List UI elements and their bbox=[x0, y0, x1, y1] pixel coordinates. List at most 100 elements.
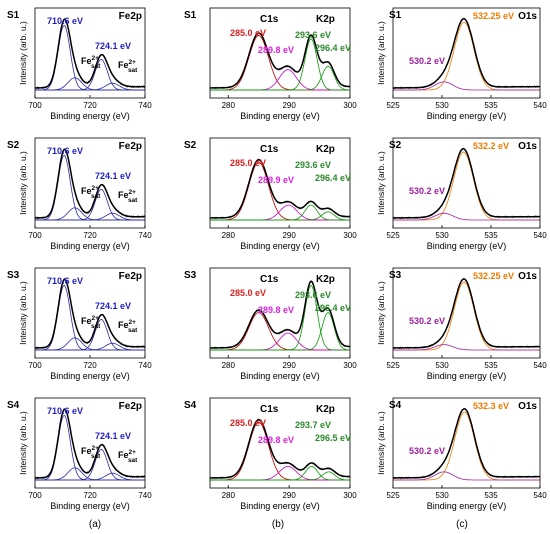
x-tick-label: 525 bbox=[386, 491, 400, 500]
component-curve bbox=[210, 471, 350, 481]
peak-label: 296.4 eV bbox=[315, 173, 351, 183]
core-level-label-2: K2p bbox=[316, 404, 335, 415]
peak-label: 293.7 eV bbox=[295, 420, 331, 430]
x-tick-label: 290 bbox=[282, 231, 296, 240]
peak-label: 296.4 eV bbox=[315, 303, 351, 313]
raw-data-line bbox=[34, 407, 146, 480]
fit-envelope-line bbox=[393, 278, 540, 349]
satellite-sub: sat bbox=[91, 63, 101, 70]
x-tick-label: 540 bbox=[533, 101, 547, 110]
x-axis-label: Binding energy (eV) bbox=[240, 371, 320, 381]
satellite-sup: 2+ bbox=[92, 185, 100, 192]
satellite-label: Fe2+ sat bbox=[81, 55, 101, 70]
peak-label: 530.2 eV bbox=[409, 316, 445, 326]
component-curve bbox=[393, 81, 540, 91]
x-tick-label: 535 bbox=[484, 361, 498, 370]
panel-s3-c1s: 280 290 300 Binding energy (eV) S3 C1s K2p 285.… bbox=[184, 267, 357, 381]
x-tick-label: 290 bbox=[282, 101, 296, 110]
fit-envelope-line bbox=[393, 18, 540, 89]
x-axis-label: Binding energy (eV) bbox=[240, 111, 320, 121]
plot-frame bbox=[392, 267, 541, 359]
satellite-sub: sat bbox=[128, 457, 138, 464]
sample-label: S2 bbox=[184, 140, 197, 151]
x-tick-label: 535 bbox=[484, 101, 498, 110]
satellite-sup: 2+ bbox=[129, 449, 137, 456]
column-label: (c) bbox=[456, 519, 468, 530]
fit-envelope-line bbox=[34, 148, 145, 219]
x-tick-label: 525 bbox=[386, 361, 400, 370]
satellite-label: Fe2+ sat bbox=[118, 449, 138, 464]
raw-data-line bbox=[209, 31, 351, 90]
plot-frame bbox=[209, 137, 351, 229]
x-tick-label: 535 bbox=[484, 491, 498, 500]
peak-label: 289.8 eV bbox=[258, 45, 294, 55]
component-curve bbox=[35, 212, 145, 221]
y-axis-label: Intensity (arb. u.) bbox=[18, 151, 28, 215]
satellite-label: Fe2+ sat bbox=[81, 315, 101, 330]
satellite-base: Fe bbox=[81, 186, 92, 196]
component-curve bbox=[210, 312, 350, 351]
plot-frame bbox=[209, 267, 351, 359]
core-level-label: Fe2p bbox=[119, 141, 142, 152]
raw-data-line bbox=[34, 17, 146, 90]
panel-s1-o1s: 525 530 535 540 Binding energy (eV) Intensity… bbox=[376, 7, 547, 121]
x-tick-label: 540 bbox=[533, 361, 547, 370]
satellite-sup: 2+ bbox=[129, 189, 137, 196]
x-tick-label: 720 bbox=[83, 101, 97, 110]
peak-label: 724.1 eV bbox=[95, 431, 131, 441]
x-axis-label: Binding energy (eV) bbox=[50, 241, 130, 251]
satellite-sup: 2+ bbox=[92, 315, 100, 322]
component-curve bbox=[393, 212, 540, 221]
satellite-label: Fe2+ sat bbox=[81, 445, 101, 460]
plot-frame bbox=[392, 137, 541, 229]
x-tick-label: 700 bbox=[28, 101, 42, 110]
satellite-base: Fe bbox=[118, 190, 129, 200]
satellite-sup: 2+ bbox=[129, 319, 137, 326]
x-tick-label: 740 bbox=[138, 361, 152, 370]
x-tick-label: 300 bbox=[343, 491, 357, 500]
sample-label: S1 bbox=[184, 10, 197, 21]
x-axis-label: Binding energy (eV) bbox=[427, 371, 507, 381]
x-tick-label: 700 bbox=[28, 491, 42, 500]
x-tick-label: 700 bbox=[28, 231, 42, 240]
raw-data-line bbox=[392, 408, 541, 480]
satellite-base: Fe bbox=[81, 316, 92, 326]
fit-envelope-line bbox=[209, 418, 350, 479]
plot-frame bbox=[392, 7, 541, 99]
x-tick-label: 740 bbox=[138, 101, 152, 110]
panel-s2-fe2p: 700 720 740 Binding energy (eV) Intensity (a… bbox=[7, 137, 152, 251]
satellite-label: Fe2+ sat bbox=[118, 189, 138, 204]
peak-label: 285.0 eV bbox=[230, 158, 266, 168]
core-level-label: O1s bbox=[518, 271, 537, 282]
raw-data-line bbox=[34, 277, 146, 350]
x-tick-label: 280 bbox=[222, 101, 236, 110]
peak-label: 724.1 eV bbox=[95, 41, 131, 51]
panel-s4-o1s: 525 530 535 540 Binding energy (eV) Intensity… bbox=[376, 397, 547, 511]
fit-envelope-line bbox=[34, 18, 145, 89]
x-axis-label: Binding energy (eV) bbox=[427, 111, 507, 121]
satellite-base: Fe bbox=[81, 446, 92, 456]
column-label: (a) bbox=[89, 519, 101, 530]
satellite-base: Fe bbox=[81, 56, 92, 66]
peak-label: 724.1 eV bbox=[95, 171, 131, 181]
x-tick-label: 300 bbox=[343, 101, 357, 110]
peak-label: 293.6 eV bbox=[295, 290, 331, 300]
core-level-label: C1s bbox=[260, 274, 279, 285]
y-axis-label: Intensity (arb. u.) bbox=[376, 21, 386, 85]
x-tick-label: 290 bbox=[282, 491, 296, 500]
x-tick-label: 720 bbox=[83, 361, 97, 370]
x-tick-label: 720 bbox=[83, 491, 97, 500]
core-level-label: Fe2p bbox=[119, 401, 142, 412]
satellite-label: Fe2+ sat bbox=[81, 185, 101, 200]
sample-label: S1 bbox=[389, 10, 402, 21]
peak-label: 532.3 eV bbox=[473, 401, 509, 411]
component-curve bbox=[210, 65, 351, 91]
x-tick-label: 290 bbox=[282, 361, 296, 370]
satellite-sub: sat bbox=[128, 67, 138, 74]
x-axis-label: Binding energy (eV) bbox=[50, 111, 130, 121]
x-axis-label: Binding energy (eV) bbox=[427, 241, 507, 251]
peak-label: 289.8 eV bbox=[258, 305, 294, 315]
x-tick-label: 530 bbox=[435, 491, 449, 500]
peak-label: 293.6 eV bbox=[295, 160, 331, 170]
